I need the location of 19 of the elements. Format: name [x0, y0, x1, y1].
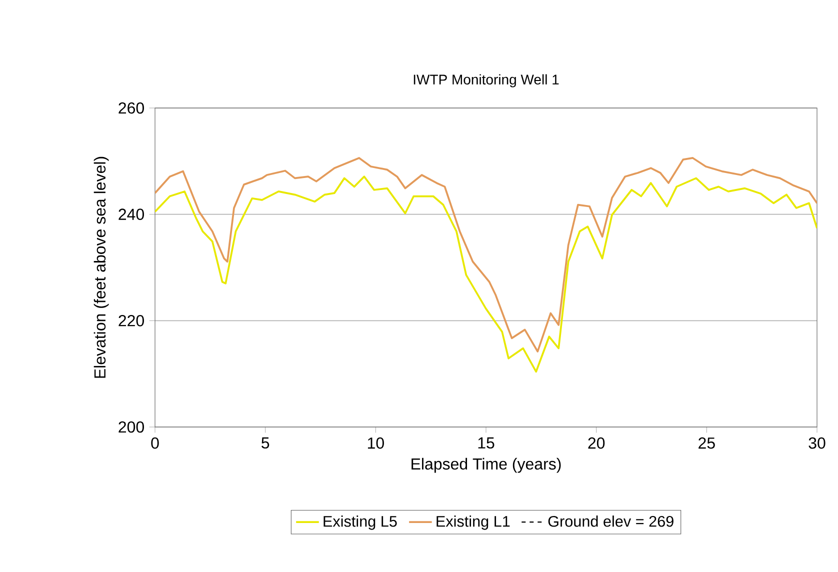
legend-label: Existing L5 — [324, 516, 397, 530]
x-axis-title: Elapsed Time (years) — [412, 458, 561, 473]
chart-title: IWTP Monitoring Well 1 — [414, 74, 559, 88]
y-axis-title: Elevation (feet above sea level) — [94, 156, 109, 378]
x-tick-label: 0 — [151, 437, 159, 449]
x-tick-label: 10 — [368, 437, 384, 449]
x-tick-label: 15 — [478, 437, 494, 449]
x-tick-label: 20 — [588, 437, 605, 449]
legend-label: Existing L1 — [436, 516, 510, 530]
x-tick-label: 25 — [698, 437, 715, 449]
line-series — [155, 176, 818, 373]
y-tick-label: 260 — [118, 102, 144, 114]
x-tick-label: 30 — [808, 437, 826, 449]
y-tick-label: 220 — [118, 315, 144, 326]
legend-label: Ground elev = 269 — [548, 516, 674, 527]
x-tick-label: 5 — [262, 437, 270, 449]
line-series — [155, 157, 818, 352]
y-tick-label: 240 — [118, 208, 144, 220]
y-tick-label: 200 — [118, 421, 144, 433]
